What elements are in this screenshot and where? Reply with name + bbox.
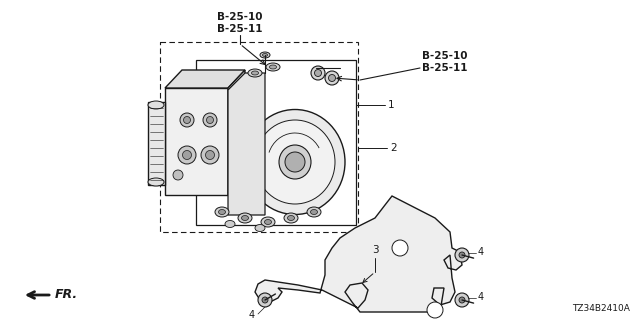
- Ellipse shape: [255, 225, 265, 231]
- Circle shape: [205, 150, 214, 159]
- Circle shape: [427, 302, 443, 318]
- Polygon shape: [255, 196, 462, 312]
- Ellipse shape: [252, 71, 259, 75]
- Bar: [160, 42, 358, 232]
- Ellipse shape: [225, 220, 235, 228]
- Ellipse shape: [311, 66, 325, 80]
- Circle shape: [184, 116, 191, 124]
- Ellipse shape: [325, 71, 339, 85]
- Ellipse shape: [248, 69, 262, 77]
- Text: 1: 1: [388, 100, 395, 110]
- Circle shape: [201, 146, 219, 164]
- Text: 4: 4: [249, 310, 255, 320]
- Ellipse shape: [307, 207, 321, 217]
- Ellipse shape: [238, 213, 252, 223]
- Circle shape: [182, 150, 191, 159]
- Polygon shape: [148, 102, 165, 185]
- Text: 4: 4: [478, 292, 484, 302]
- Ellipse shape: [261, 217, 275, 227]
- Polygon shape: [228, 73, 265, 215]
- Ellipse shape: [459, 297, 465, 303]
- Ellipse shape: [266, 63, 280, 71]
- Bar: [196, 60, 356, 225]
- Ellipse shape: [148, 101, 164, 109]
- Text: 4: 4: [478, 247, 484, 257]
- Ellipse shape: [264, 220, 271, 225]
- Ellipse shape: [455, 293, 469, 307]
- Ellipse shape: [241, 215, 248, 220]
- Text: B-25-10
B-25-11: B-25-10 B-25-11: [217, 12, 263, 34]
- Polygon shape: [228, 70, 245, 195]
- Circle shape: [207, 116, 214, 124]
- Polygon shape: [165, 70, 245, 88]
- Circle shape: [285, 152, 305, 172]
- Circle shape: [173, 170, 183, 180]
- Ellipse shape: [459, 252, 465, 258]
- Text: 3: 3: [372, 245, 378, 255]
- Circle shape: [203, 113, 217, 127]
- Ellipse shape: [328, 75, 335, 82]
- Ellipse shape: [218, 210, 225, 214]
- Ellipse shape: [255, 120, 335, 204]
- Text: B-25-10
B-25-11: B-25-10 B-25-11: [422, 51, 467, 73]
- Ellipse shape: [245, 109, 345, 214]
- Ellipse shape: [262, 297, 268, 303]
- Ellipse shape: [284, 213, 298, 223]
- Ellipse shape: [258, 293, 272, 307]
- Text: FR.: FR.: [55, 289, 78, 301]
- Ellipse shape: [310, 210, 317, 214]
- Ellipse shape: [262, 53, 268, 57]
- Ellipse shape: [215, 207, 229, 217]
- Text: 2: 2: [390, 143, 397, 153]
- Ellipse shape: [148, 178, 164, 186]
- Circle shape: [178, 146, 196, 164]
- Ellipse shape: [455, 248, 469, 262]
- Ellipse shape: [314, 69, 321, 76]
- Ellipse shape: [269, 65, 276, 69]
- Circle shape: [180, 113, 194, 127]
- Polygon shape: [165, 88, 228, 195]
- Text: TZ34B2410A: TZ34B2410A: [572, 304, 630, 313]
- Circle shape: [392, 240, 408, 256]
- Ellipse shape: [279, 145, 311, 179]
- Ellipse shape: [260, 52, 270, 58]
- Ellipse shape: [287, 215, 294, 220]
